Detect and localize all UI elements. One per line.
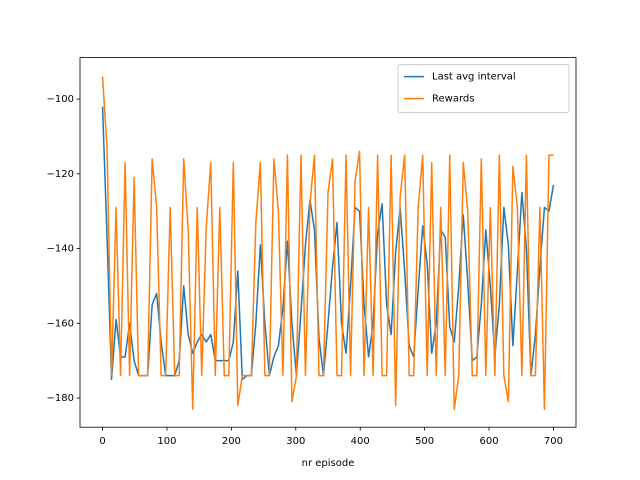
y-tick-label: −160 [47,318,74,329]
x-tick-label: 100 [157,436,176,447]
y-tick-label: −100 [47,94,74,105]
x-tick-label: 600 [479,436,498,447]
axes-frame [79,57,577,428]
x-tick-label: 0 [99,436,105,447]
legend-label: Last avg interval [432,72,516,83]
legend: Last avg interval Rewards [397,64,570,114]
x-tick-label: 400 [351,436,370,447]
legend-label: Rewards [432,94,474,105]
x-tick-label: 200 [222,436,241,447]
x-axis-label: nr episode [302,458,355,469]
y-tick-label: −180 [47,393,74,404]
x-tick-label: 500 [415,436,434,447]
x-tick-label: 300 [286,436,305,447]
x-tick-label: 700 [544,436,563,447]
line [101,106,555,381]
line [101,76,554,411]
legend-box [397,64,570,114]
y-tick-label: −140 [47,244,74,255]
y-tick-label: −120 [47,169,74,180]
